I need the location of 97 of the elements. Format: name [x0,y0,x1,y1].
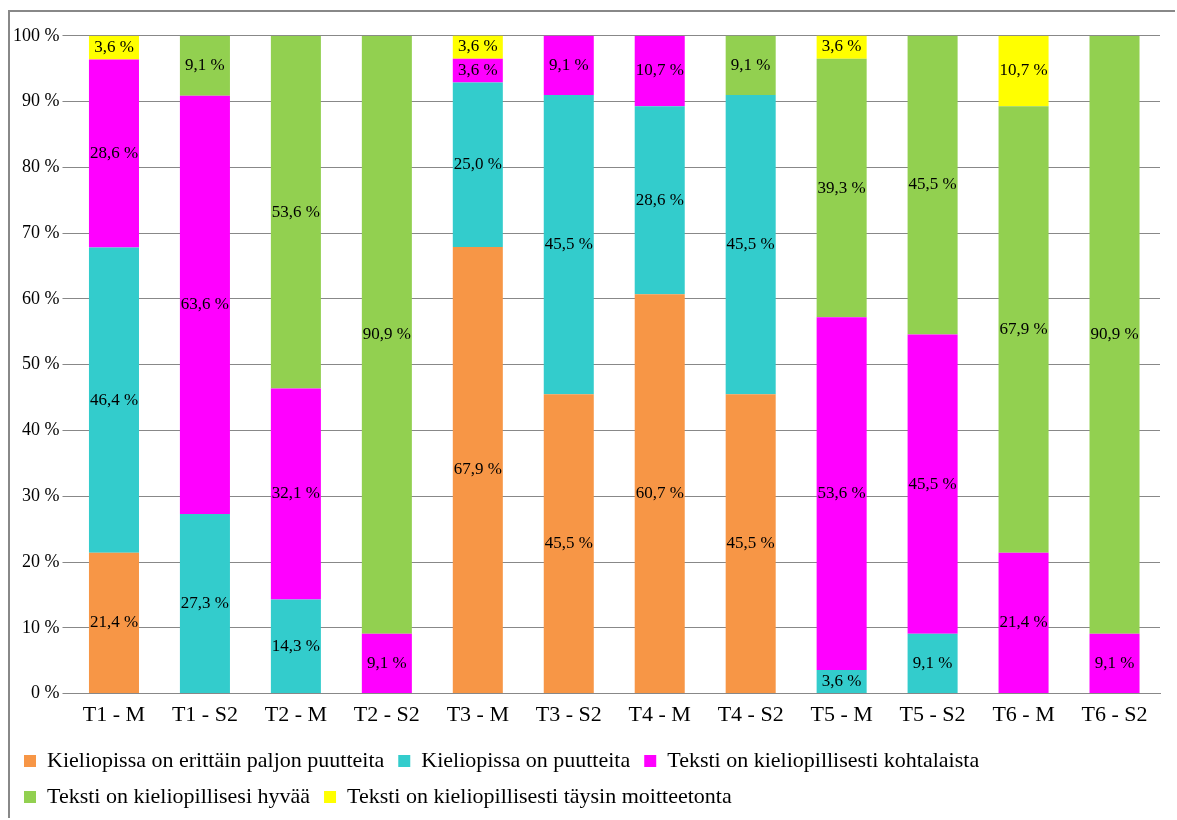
bar [816,317,867,670]
bar [725,394,776,694]
y-tick-label: 40 % [21,419,60,440]
data-label: 45,5 % [908,473,957,493]
data-label: 21,4 % [89,612,139,632]
legend-label: Teksti on kieliopillisesti täysin moitteetonta [347,782,732,808]
bar [907,35,958,335]
x-tick-label: T4 - S2 [717,700,784,726]
data-label: 9,1 % [548,54,589,74]
bar [634,106,685,295]
bar [88,59,139,248]
y-tick-label: 10 % [21,616,60,637]
y-tick-label: 20 % [21,550,60,571]
data-label: 9,1 % [912,652,953,672]
legend-label: Teksti on kieliopillisesti kohtalaista [667,746,980,772]
data-label: 14,3 % [271,635,320,655]
x-tick-label: T5 - M [810,700,873,726]
bar [543,394,594,694]
bar [179,35,230,96]
y-tick-label: 100 % [12,24,60,45]
bar [361,633,412,694]
bar [998,552,1049,694]
legend-label: Teksti on kieliopillisesi hyvää [47,782,311,808]
x-tick-label: T5 - S2 [899,700,966,726]
data-label: 45,5 % [726,533,775,553]
x-tick-label: T2 - M [264,700,328,726]
data-label: 3,6 % [457,36,498,56]
x-tick-label: T3 - S2 [535,700,602,726]
bar [270,35,321,389]
x-tick-label: T1 - S2 [171,700,238,726]
data-label: 27,3 % [180,593,230,613]
data-label: 9,1 % [730,54,771,74]
bar [816,58,867,318]
data-label: 45,5 % [544,234,593,254]
bar [543,95,594,395]
data-label: 45,5 % [726,234,775,254]
bar [725,95,776,395]
y-tick-label: 90 % [21,90,60,111]
data-label: 3,6 % [821,36,862,56]
bar [88,552,139,694]
bar [634,294,685,694]
bar [907,633,958,694]
x-tick-label: T6 - S2 [1081,700,1148,726]
bar [452,82,503,247]
bar [88,247,139,553]
data-label: 90,9 % [362,324,411,344]
data-label: 21,4 % [999,612,1048,632]
data-label: 67,9 % [453,459,502,479]
data-label: 45,5 % [544,533,593,553]
y-tick-label: 80 % [21,156,60,177]
data-label: 60,7 % [635,483,684,503]
x-tick-label: T6 - M [992,700,1055,726]
data-label: 9,1 % [185,55,225,75]
bar [998,106,1049,553]
data-label: 39,3 % [817,177,866,197]
bar [634,35,685,107]
data-label: 67,9 % [999,318,1048,338]
data-label: 32,1 % [271,483,320,503]
bar [361,35,412,634]
bar [998,35,1049,107]
data-label: 3,6 % [457,60,498,80]
y-tick-label: 0 % [30,682,60,703]
data-label: 3,6 % [821,670,862,690]
y-tick-label: 70 % [21,221,60,242]
bar [452,246,503,694]
data-label: 9,1 % [1094,652,1135,672]
data-label: 10,7 % [999,60,1048,80]
data-label: 28,6 % [635,189,684,209]
data-label: 46,4 % [89,389,139,409]
data-label: 45,5 % [908,174,957,194]
data-label: 28,6 % [89,143,139,163]
data-label: 10,7 % [635,60,684,80]
bar [179,514,230,694]
bar [907,334,958,634]
data-label: 53,6 % [271,201,320,221]
data-label: 90,9 % [1090,324,1139,344]
bar [725,35,776,95]
x-tick-label: T2 - S2 [353,700,420,726]
y-tick-label: 30 % [21,484,60,505]
data-label: 3,6 % [94,37,134,57]
bar [1089,633,1140,694]
bar [1089,35,1140,634]
x-tick-label: T4 - M [628,700,691,726]
x-tick-label: T1 - M [82,700,146,726]
legend-label: Kieliopissa on erittäin paljon puutteita [47,746,385,772]
data-label: 53,6 % [817,483,866,503]
data-label: 9,1 % [367,652,407,672]
x-tick-label: T3 - M [446,700,509,726]
bar [179,95,230,515]
bar [543,35,594,95]
y-tick-label: 60 % [21,287,60,308]
bar [270,599,321,694]
y-tick-label: 50 % [21,353,60,374]
bar [270,388,321,600]
data-label: 63,6 % [180,294,230,314]
legend-label: Kieliopissa on puutteita [421,746,631,772]
data-label: 25,0 % [453,154,502,174]
